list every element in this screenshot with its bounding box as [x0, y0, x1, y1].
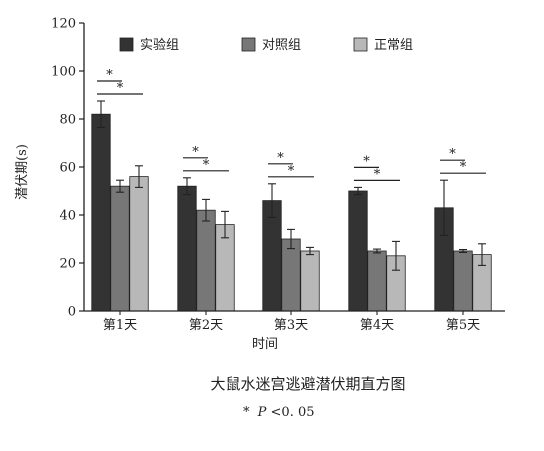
- significance-star: *: [192, 145, 199, 160]
- y-tick-label: 0: [68, 305, 76, 320]
- bar: [129, 176, 149, 312]
- x-tick-label: 第4天: [360, 318, 394, 333]
- bar: [196, 209, 216, 312]
- bar: [453, 250, 473, 312]
- legend-swatch: [241, 37, 256, 52]
- bar: [348, 190, 368, 312]
- footnote-p: P: [257, 405, 267, 420]
- bar: [281, 238, 301, 312]
- bars-group: [91, 113, 492, 312]
- significance-star: *: [277, 151, 284, 166]
- x-tick-label: 第5天: [446, 318, 480, 333]
- significance-star: *: [374, 167, 381, 182]
- footnote-threshold: <0. 05: [271, 405, 315, 420]
- y-axis-title: 潜伏期(s): [15, 144, 30, 200]
- chart-caption: 大鼠水迷宫逃避潜伏期直方图: [210, 375, 405, 393]
- x-tick-label: 第1天: [103, 318, 137, 333]
- significance-star: *: [363, 154, 370, 169]
- legend-label: 正常组: [374, 38, 413, 53]
- significance-star: *: [288, 164, 295, 179]
- legend-swatch: [119, 37, 134, 52]
- bar: [300, 250, 320, 312]
- significance-star: *: [449, 147, 456, 162]
- bar: [91, 113, 111, 312]
- x-tick-label: 第3天: [274, 318, 308, 333]
- legend-label: 实验组: [140, 37, 179, 53]
- bar: [110, 185, 130, 312]
- y-tick-label: 40: [59, 209, 76, 224]
- significance-star: *: [460, 160, 467, 175]
- y-tick-label: 120: [51, 17, 76, 32]
- error-bars-group: [97, 100, 486, 271]
- significance-star: *: [203, 158, 210, 173]
- footnote-star: *: [243, 405, 250, 420]
- y-tick-label: 20: [59, 257, 76, 272]
- y-tick-label: 60: [59, 161, 76, 176]
- significance-brackets-group: * * * * * * * * * *: [97, 68, 486, 182]
- x-axis-title: 时间: [252, 337, 278, 352]
- axes-group: 0 20 40 60 80 100 120 第1天 第2天 第3天 第4天 第5天: [51, 17, 505, 333]
- significance-star: *: [106, 68, 113, 83]
- legend: 实验组 对照组 正常组: [119, 37, 413, 53]
- legend-swatch: [353, 37, 368, 52]
- legend-label: 对照组: [262, 38, 301, 53]
- x-tick-label: 第2天: [189, 318, 223, 333]
- y-tick-label: 100: [51, 65, 76, 80]
- significance-star: *: [117, 81, 124, 96]
- y-tick-label: 80: [59, 113, 76, 128]
- bar: [367, 250, 387, 312]
- bar: [177, 185, 197, 312]
- footnote: * P <0. 05: [243, 405, 315, 420]
